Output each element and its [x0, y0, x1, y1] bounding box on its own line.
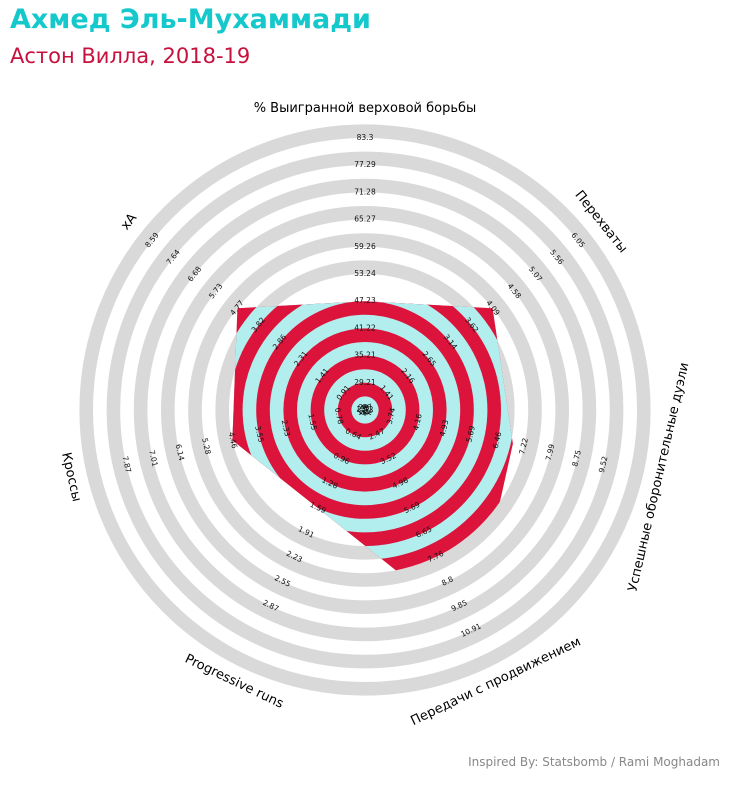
tick-label: 2.33: [280, 419, 293, 438]
tick-label: 3.0: [359, 403, 370, 417]
tick-label: 35.21: [354, 351, 376, 360]
tick-label: 5.28: [200, 437, 213, 456]
tick-label: 23.2: [357, 405, 374, 414]
ring-7: [161, 206, 569, 614]
tick-label: 7.22: [517, 437, 530, 456]
data-bands: [232, 301, 513, 574]
tick-label: 4.46: [227, 431, 240, 450]
chart-subtitle: Астон Вилла, 2018-19: [10, 44, 251, 68]
tick-label: 3.74: [385, 407, 398, 426]
ring-10: [79, 124, 651, 696]
chart-title: Ахмед Эль-Мухаммади: [10, 4, 371, 35]
tick-label: 0.78: [333, 407, 346, 426]
tick-label: 6.14: [174, 443, 187, 462]
tick-label: 1.55: [306, 413, 319, 432]
ring-6: [188, 233, 542, 587]
tick-label: 7.87: [121, 455, 134, 474]
tick-label: 9.52: [597, 455, 610, 474]
tick-label: 65.27: [354, 215, 376, 224]
tick-label: 41.22: [354, 323, 376, 332]
band-0: [351, 396, 379, 424]
tick-label: 8.75: [570, 449, 583, 468]
ring-9: [106, 151, 624, 669]
tick-label: 71.28: [354, 187, 376, 196]
tick-label: 47.23: [354, 296, 376, 305]
tick-label: 7.01: [147, 449, 160, 468]
tick-label: 5.69: [464, 425, 477, 444]
tick-label: 6.46: [491, 431, 504, 450]
tick-label: 53.24: [354, 269, 376, 278]
tick-label: 0.1: [360, 403, 371, 417]
tick-label: 3.55: [253, 425, 266, 444]
tick-label: 7.99: [544, 443, 557, 462]
tick-label: 29.21: [354, 378, 376, 387]
credit-text: Inspired By: Statsbomb / Rami Moghadam: [468, 755, 720, 769]
ring-8: [133, 178, 597, 642]
axis-label: xA: [118, 211, 140, 233]
axis-label: Кроссы: [58, 451, 84, 503]
tick-label: 59.26: [354, 242, 376, 251]
background-rings: [79, 124, 651, 696]
axis-label: % Выигранной верховой борьбы: [254, 101, 477, 116]
tick-label: 4.16: [411, 413, 424, 432]
tick-label: 83.3: [357, 133, 374, 142]
tick-label: 4.93: [438, 419, 451, 438]
tick-label: 77.29: [354, 160, 376, 169]
